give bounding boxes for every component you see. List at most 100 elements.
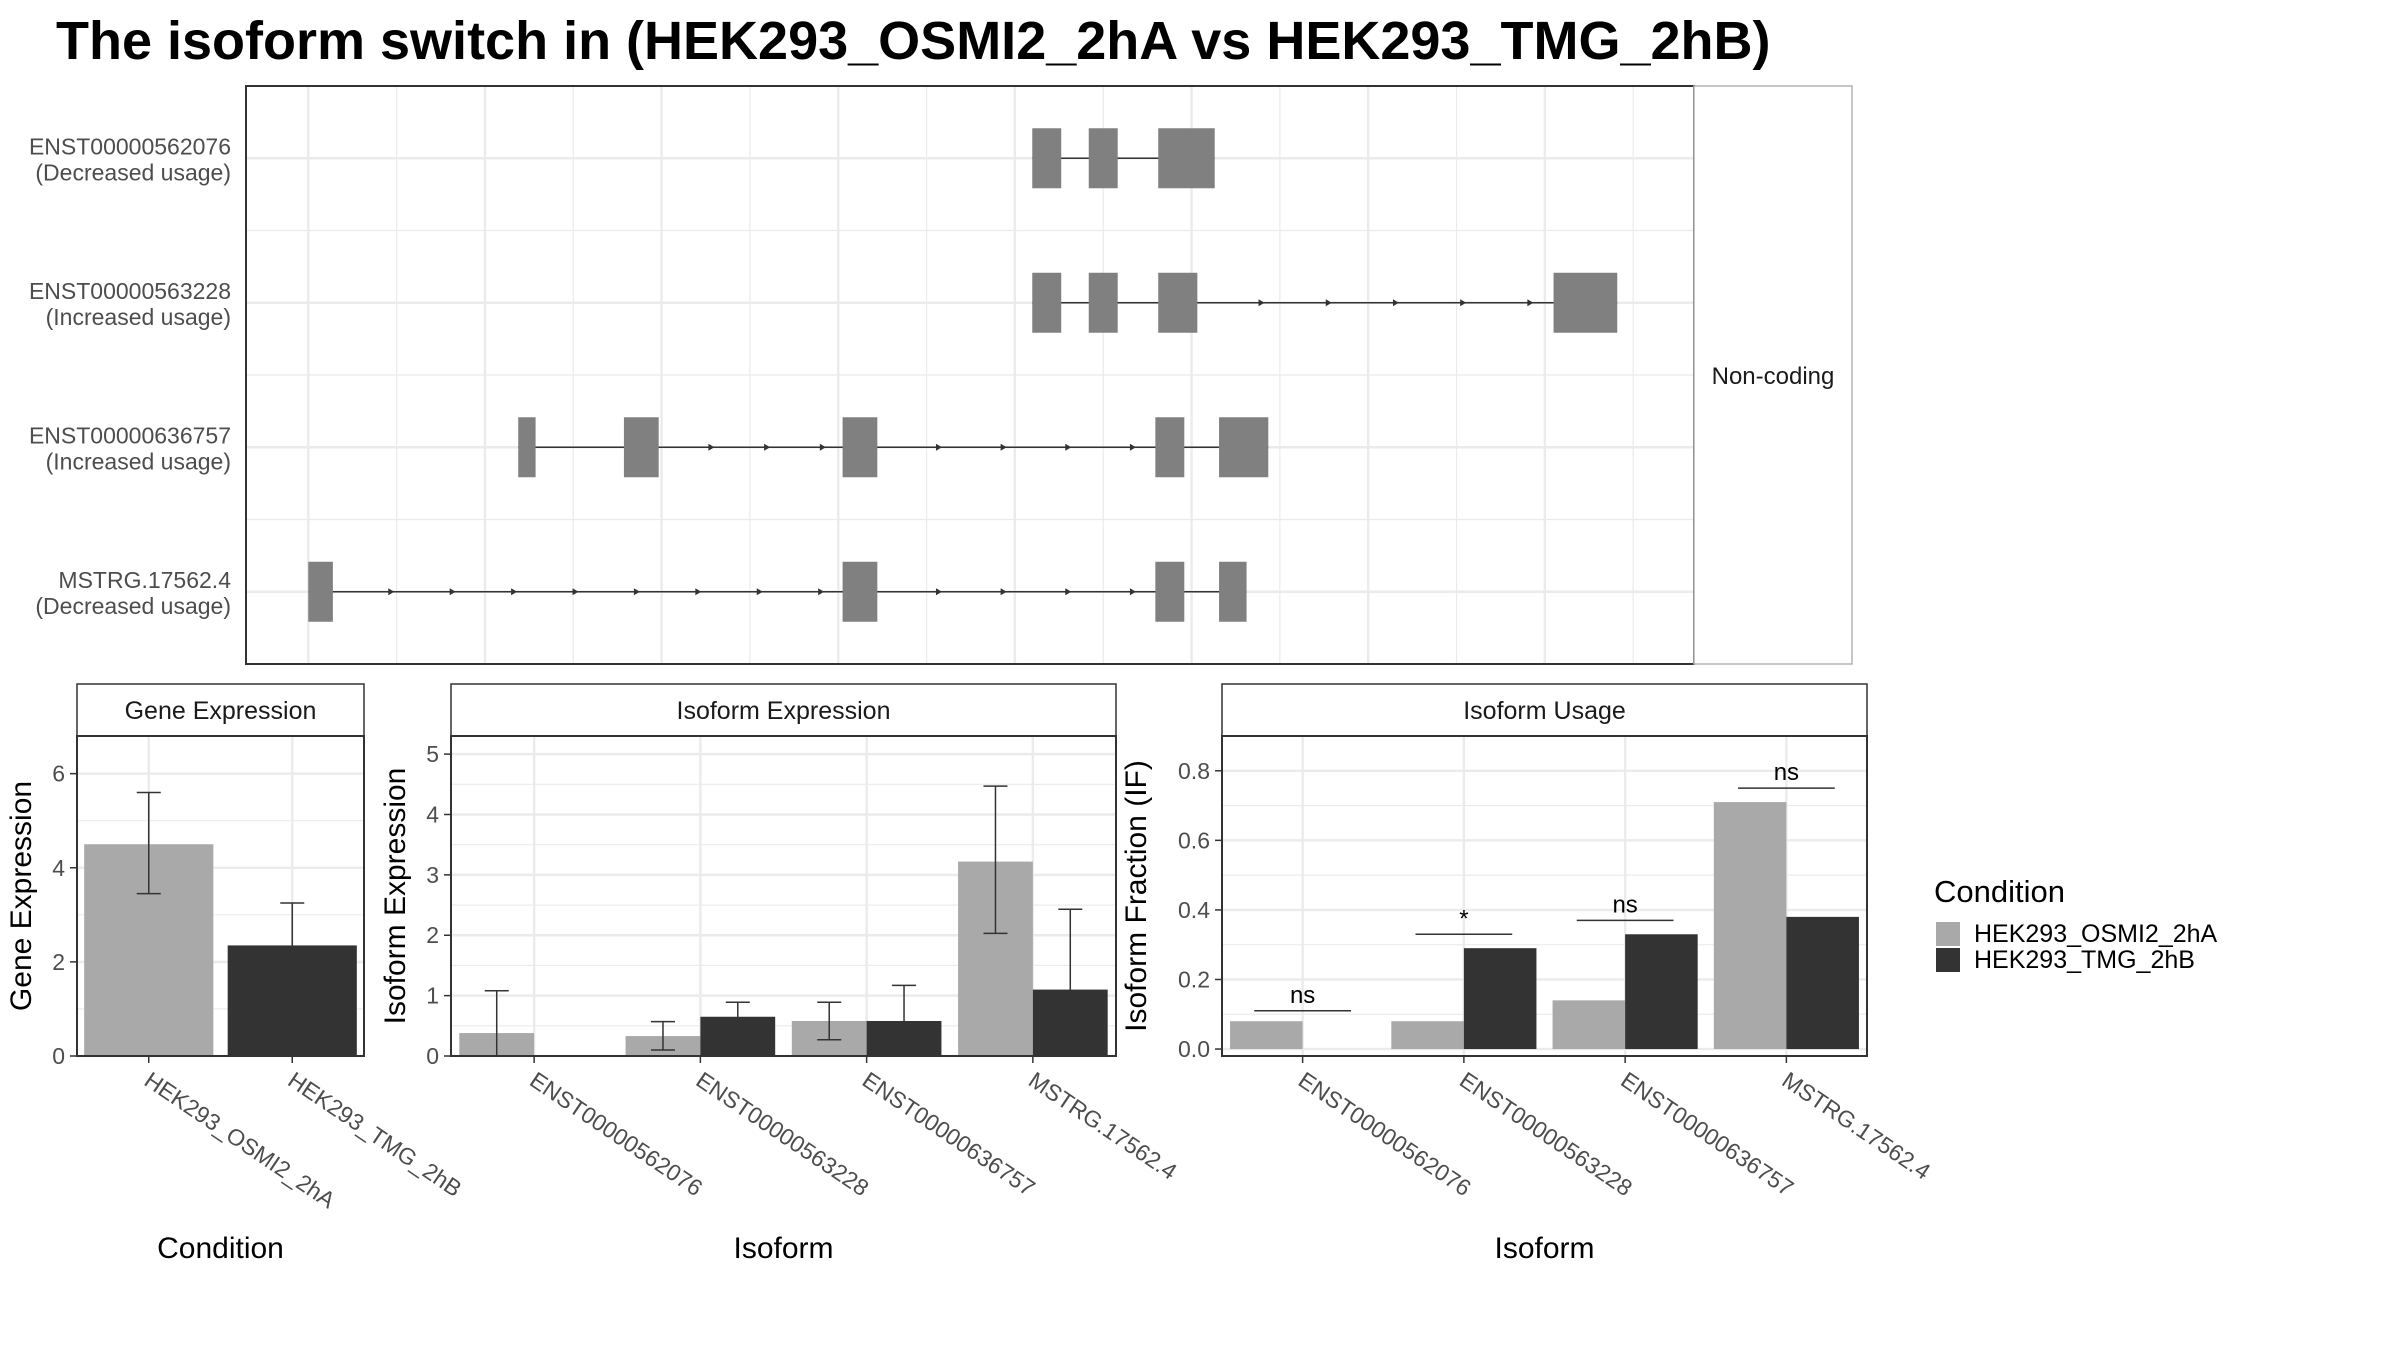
intron-direction-arrow bbox=[449, 588, 456, 596]
intron-direction-arrow bbox=[1325, 299, 1332, 307]
intron-direction-arrow bbox=[819, 443, 826, 451]
intron-direction-arrow bbox=[695, 588, 702, 596]
y-tick-label: 1 bbox=[426, 983, 439, 1009]
y-tick-label: 3 bbox=[426, 862, 439, 888]
isoform-id-label: ENST00000636757 bbox=[29, 422, 231, 448]
isoform-usage-label: (Increased usage) bbox=[46, 448, 231, 474]
intron-direction-arrow bbox=[935, 443, 942, 451]
exon-block bbox=[1158, 272, 1198, 333]
intron-direction-arrow bbox=[1129, 443, 1136, 451]
exon-block bbox=[518, 417, 536, 478]
bar bbox=[1552, 1000, 1626, 1050]
exon-block bbox=[1553, 272, 1618, 333]
chart-panel-border bbox=[1221, 735, 1868, 1057]
y-axis-title: Isoform Expression bbox=[379, 768, 412, 1025]
chart-title: Isoform Expression bbox=[677, 697, 891, 725]
legend-entry-label: HEK293_OSMI2_2hA bbox=[1974, 920, 2218, 948]
intron-direction-arrow bbox=[1065, 443, 1072, 451]
x-axis-title: Condition bbox=[157, 1232, 284, 1265]
isoform-id-label: ENST00000563228 bbox=[29, 278, 231, 304]
intron-direction-arrow bbox=[633, 588, 640, 596]
exon-block bbox=[842, 561, 878, 622]
exon-block bbox=[1155, 417, 1185, 478]
isoform-expression-chart: Isoform Expression 0 1 2 3 4 5 ENST00000562076E… bbox=[379, 683, 1182, 1265]
exon-block bbox=[1088, 128, 1118, 189]
intron-direction-arrow bbox=[1527, 299, 1534, 307]
intron-direction-arrow bbox=[1258, 299, 1265, 307]
y-tick-label: 4 bbox=[52, 855, 65, 881]
significance-label: ns bbox=[1774, 759, 1799, 786]
facet-label: Non-coding bbox=[1712, 363, 1835, 390]
y-tick-label: 2 bbox=[426, 922, 439, 948]
chart-title-strip bbox=[76, 683, 365, 737]
intron-direction-arrow bbox=[1000, 588, 1007, 596]
exon-block bbox=[842, 417, 878, 478]
significance-label: ns bbox=[1290, 982, 1315, 1009]
y-tick-label: 0.8 bbox=[1178, 758, 1210, 784]
y-tick-label: 0 bbox=[52, 1043, 65, 1069]
x-tick-label: ENST00000562076 bbox=[525, 1067, 707, 1202]
y-tick-label: 0.6 bbox=[1178, 827, 1210, 853]
chart-title-strip bbox=[1221, 683, 1868, 737]
facet-strip bbox=[1693, 85, 1853, 665]
legend-entry-label: HEK293_TMG_2hB bbox=[1974, 946, 2195, 974]
chart-title: Gene Expression bbox=[125, 697, 317, 725]
chart-title-strip bbox=[450, 683, 1117, 737]
x-tick-label: ENST00000562076 bbox=[1294, 1067, 1476, 1202]
y-tick-label: 4 bbox=[426, 801, 439, 827]
x-tick-label: MSTRG.17562.4 bbox=[1024, 1067, 1182, 1185]
isoform-usage-chart: Isoform Usage 0.0 0.2 0.4 0.6 0.8 ns * ns ns ENST0… bbox=[1120, 683, 1936, 1265]
exon-block bbox=[308, 561, 333, 622]
isoform-id-label: MSTRG.17562.4 bbox=[58, 567, 231, 593]
exon-block bbox=[1219, 561, 1247, 622]
y-tick-label: 0.2 bbox=[1178, 966, 1210, 992]
y-axis-title: Gene Expression bbox=[5, 781, 38, 1011]
intron-direction-arrow bbox=[388, 588, 395, 596]
y-axis-title: Isoform Fraction (IF) bbox=[1120, 760, 1153, 1032]
chart-panel-border bbox=[76, 735, 365, 1057]
y-tick-label: 5 bbox=[426, 741, 439, 767]
intron-direction-arrow bbox=[511, 588, 518, 596]
y-tick-label: 2 bbox=[52, 949, 65, 975]
exon-block bbox=[1219, 417, 1269, 478]
isoform-structure-panel: ENST00000562076 (Decreased usage) ENST0000… bbox=[29, 85, 1853, 665]
intron-direction-arrow bbox=[764, 443, 771, 451]
chart-title: Isoform Usage bbox=[1463, 697, 1626, 725]
chart-panel-border bbox=[450, 735, 1117, 1057]
bar bbox=[1625, 934, 1698, 1050]
intron-direction-arrow bbox=[756, 588, 763, 596]
isoform-usage-label: (Decreased usage) bbox=[35, 593, 231, 619]
exon-block bbox=[1032, 272, 1062, 333]
exon-block bbox=[1155, 561, 1185, 622]
bar bbox=[1391, 1021, 1464, 1050]
exon-block bbox=[1158, 128, 1215, 189]
x-tick-label: ENST00000636757 bbox=[1616, 1067, 1798, 1202]
legend-swatch bbox=[1936, 922, 1960, 946]
y-tick-label: 0 bbox=[426, 1043, 439, 1069]
x-tick-label: MSTRG.17562.4 bbox=[1778, 1067, 1936, 1185]
y-tick-label: 0.0 bbox=[1178, 1036, 1210, 1062]
page-title: The isoform switch in (HEK293_OSMI2_2hA … bbox=[56, 11, 1771, 71]
x-axis-title: Isoform bbox=[1494, 1232, 1594, 1265]
exon-block bbox=[1032, 128, 1062, 189]
intron-direction-arrow bbox=[1392, 299, 1399, 307]
y-tick-label: 6 bbox=[52, 761, 65, 787]
x-tick-label: ENST00000563228 bbox=[692, 1067, 874, 1202]
bar bbox=[1786, 916, 1859, 1050]
intron-direction-arrow bbox=[572, 588, 579, 596]
isoform-usage-label: (Increased usage) bbox=[46, 304, 231, 330]
bar bbox=[1230, 1021, 1303, 1050]
intron-direction-arrow bbox=[1129, 588, 1136, 596]
isoform-id-label: ENST00000562076 bbox=[29, 133, 231, 159]
intron-direction-arrow bbox=[1000, 443, 1007, 451]
intron-direction-arrow bbox=[708, 443, 715, 451]
legend-swatch bbox=[1936, 948, 1960, 972]
x-axis-title: Isoform bbox=[733, 1232, 833, 1265]
significance-label: ns bbox=[1612, 891, 1637, 918]
x-tick-label: ENST00000563228 bbox=[1455, 1067, 1637, 1202]
bar bbox=[1463, 948, 1537, 1050]
bar bbox=[1713, 802, 1787, 1050]
legend-title: Condition bbox=[1934, 874, 2065, 909]
significance-label: * bbox=[1459, 905, 1468, 932]
